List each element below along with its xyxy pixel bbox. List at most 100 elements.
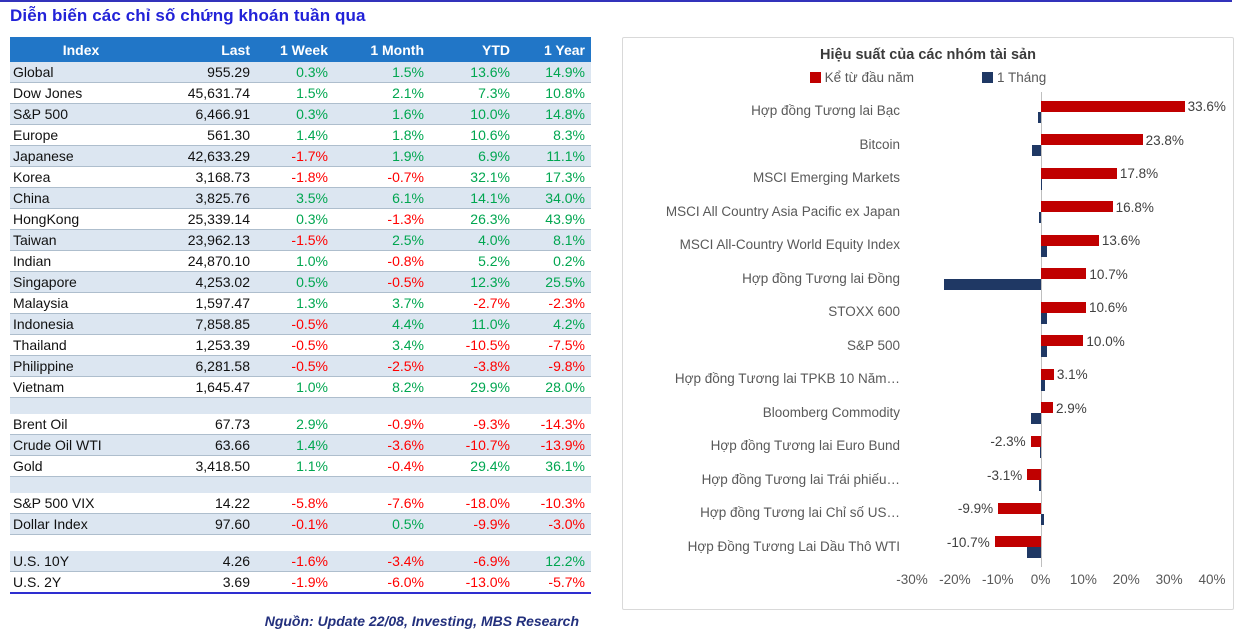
index-name-cell: HongKong [10,208,152,230]
index-name-cell: S&P 500 VIX [10,493,152,514]
chart-row: Bloomberg Commodity 2.9% [628,397,1212,431]
chart-row: Hợp Đồng Tương Lai Dầu Thô WTI -10.7% [628,531,1212,565]
value-cell: 29.9% [430,376,516,398]
value-cell: 1.4% [256,434,334,456]
value-cell: -3.4% [334,551,430,572]
value-cell: 1,645.47 [152,376,256,398]
index-name-cell: Singapore [10,271,152,293]
value-cell: -1.8% [256,166,334,188]
value-cell: 1.8% [334,124,430,146]
value-cell: 4,253.02 [152,271,256,293]
table-row: Thailand 1,253.39 -0.5% 3.4% -10.5% -7.5% [10,334,591,356]
bar-group: 3.1% [912,363,1212,397]
x-tick-label: 0% [1030,572,1051,587]
value-cell: 0.5% [334,513,430,535]
index-name-cell: Thailand [10,334,152,356]
value-cell: 3.5% [256,187,334,209]
source-note: Nguồn: Update 22/08, Investing, MBS Rese… [264,613,579,629]
table-row: Singapore 4,253.02 0.5% -0.5% 12.3% 25.5% [10,271,591,293]
legend-swatch-navy [982,72,994,83]
table-row: Gold 3,418.50 1.1% -0.4% 29.4% 36.1% [10,455,591,477]
plot-area: Hợp đồng Tương lai Bạc 33.6% Bitcoin 23.8% M… [628,92,1226,592]
month-bar [1039,480,1041,491]
month-bar [1040,245,1047,257]
value-cell: 6,281.58 [152,355,256,377]
value-cell: -6.0% [334,571,430,594]
value-cell: 6.9% [430,145,516,167]
category-label: Hợp đồng Tương lai Euro Bund [710,439,900,454]
value-cell: 3.69 [152,571,256,594]
ytd-bar [1040,335,1084,346]
legend-label-ytd: Kể từ đầu năm [824,70,915,85]
value-cell: 6.1% [334,187,430,209]
category-label: S&P 500 [846,338,900,353]
spacer-cell [10,477,591,494]
value-cell: -9.9% [430,513,516,535]
chart-row: Hợp đồng Tương lai Bạc 33.6% [628,95,1226,129]
bar-group: 17.8% [912,162,1212,196]
value-cell: 8.2% [334,376,430,398]
top-divider-line [0,0,1232,2]
table-spacer-row [10,534,591,551]
value-cell: -0.5% [256,313,334,335]
chart-title: Hiệu suất của các nhóm tài sản [820,47,1036,63]
value-cell: -1.6% [256,551,334,572]
index-name-cell: Gold [10,455,152,477]
bar-group: 10.0% [912,330,1212,364]
value-cell: -2.7% [430,292,516,314]
chart-row: Hợp đồng Tương lai Chỉ số US… -9.9% [628,497,1212,531]
month-bar [1026,547,1041,558]
value-cell: 2.1% [334,82,430,104]
value-cell: 13.6% [430,62,516,83]
value-cell: 5.2% [430,250,516,272]
chart-row: MSCI Emerging Markets 17.8% [628,162,1212,196]
month-bar [1038,212,1041,223]
value-cell: 7.3% [430,82,516,104]
category-label: MSCI All Country Asia Pacific ex Japan [665,204,900,219]
index-table-body: Global 955.29 0.3% 1.5% 13.6% 14.9% Dow Jones 4… [10,62,591,594]
zero-axis-line [1040,92,1042,567]
column-header-1month: 1 Month [334,37,430,62]
value-cell: -0.5% [256,334,334,356]
ytd-bar [1040,100,1185,112]
value-cell: 1.5% [256,82,334,104]
bar-group: -9.9% [912,497,1212,531]
value-cell: 1.0% [256,376,334,398]
table-spacer-row [10,397,591,414]
value-cell: 32.1% [430,166,516,188]
table-row: Dollar Index 97.60 -0.1% 0.5% -9.9% -3.0% [10,513,591,535]
category-label: Hợp đồng Tương lai Chỉ số US… [700,506,900,521]
value-cell: -7.6% [334,493,430,514]
index-name-cell: Global [10,62,152,83]
bar-group: 10.6% [912,296,1212,330]
data-label: -9.9% [957,501,994,516]
value-cell: 0.3% [256,208,334,230]
page-title: Diễn biến các chỉ số chứng khoán tuần qu… [10,6,366,25]
value-cell: -13.9% [516,434,591,456]
value-cell: -1.3% [334,208,430,230]
value-cell: 8.3% [516,124,591,146]
value-cell: 1.3% [256,292,334,314]
category-label: Hợp đồng Tương lai Bạc [751,104,900,119]
value-cell: 4.4% [334,313,430,335]
value-cell: 34.0% [516,187,591,209]
value-cell: 2.5% [334,229,430,251]
category-label: Hợp Đồng Tương Lai Dầu Thô WTI [687,539,900,554]
value-cell: 4.2% [516,313,591,335]
value-cell: -13.0% [430,571,516,594]
value-cell: -0.7% [334,166,430,188]
value-cell: 11.1% [516,145,591,167]
x-axis: -30% -20% -10% 0% 10% 20% 30% 40% [896,572,1225,592]
legend-swatch-red [809,72,821,83]
bar-group: 23.8% [912,129,1212,163]
x-tick-label: 20% [1112,572,1140,587]
category-label: Bloomberg Commodity [762,405,900,420]
table-row: Brent Oil 67.73 2.9% -0.9% -9.3% -14.3% [10,414,591,435]
value-cell: 2.9% [256,414,334,435]
data-label: 10.7% [1089,266,1128,282]
value-cell: 28.0% [516,376,591,398]
value-cell: -1.9% [256,571,334,594]
value-cell: -7.5% [516,334,591,356]
value-cell: 14.8% [516,103,591,125]
value-cell: 1.5% [334,62,430,83]
